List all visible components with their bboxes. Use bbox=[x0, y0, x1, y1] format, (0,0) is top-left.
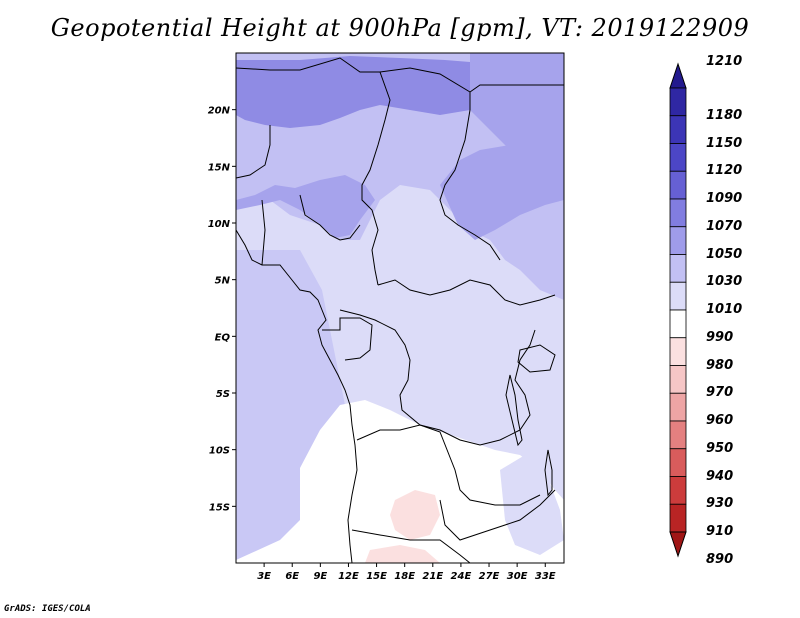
colorbar-segment bbox=[669, 448, 687, 477]
lat-label: 5S bbox=[216, 389, 230, 400]
colorbar-label: 1090 bbox=[706, 191, 743, 206]
lat-label: 15S bbox=[209, 502, 230, 513]
colorbar-label: 1050 bbox=[706, 246, 743, 262]
border-east bbox=[469, 84, 564, 93]
colorbar-label: 1180 bbox=[706, 107, 743, 123]
colorbar-label: 960 bbox=[706, 413, 734, 428]
colorbar-label: 1070 bbox=[706, 218, 743, 234]
colorbar-label: 1030 bbox=[706, 274, 743, 290]
colorbar-segment bbox=[669, 226, 687, 255]
lon-label: 21E bbox=[422, 571, 443, 582]
colorbar-label: 990 bbox=[706, 329, 734, 345]
colorbar-label: 1150 bbox=[706, 135, 743, 151]
band-1050 bbox=[236, 53, 564, 238]
border-north-1 bbox=[236, 57, 471, 110]
lon-label: 9E bbox=[313, 571, 327, 582]
band-1010-patch bbox=[500, 455, 564, 555]
lat-axis: 20N 15N 10N 5N EQ 5S 10S 15S bbox=[208, 106, 236, 513]
border-drc-north bbox=[339, 309, 536, 446]
colorbar-segment bbox=[669, 254, 687, 283]
colorbar-segment bbox=[669, 198, 687, 228]
colorbar-segment bbox=[669, 392, 687, 422]
lon-label: 30E bbox=[507, 571, 528, 582]
colorbar-label: 910 bbox=[706, 524, 734, 539]
lon-axis: 3E 6E 9E 12E 15E 18E 21E 24E 27E 30E 33E bbox=[257, 563, 556, 582]
colorbar-segment bbox=[669, 281, 687, 311]
colorbar-segment bbox=[669, 476, 687, 505]
height-field bbox=[236, 53, 564, 563]
colorbar-label: 890 bbox=[706, 551, 734, 567]
border-nigeria bbox=[261, 194, 361, 266]
coastline-west bbox=[236, 229, 358, 563]
colorbar-segment bbox=[669, 420, 687, 450]
border-north-2 bbox=[236, 125, 271, 179]
border-angola-south bbox=[351, 529, 471, 563]
border-chad-sudan bbox=[439, 109, 501, 261]
border-angola bbox=[356, 424, 541, 506]
colorbar-segment bbox=[669, 337, 687, 366]
lon-label: 15E bbox=[366, 571, 387, 582]
lat-label: 20N bbox=[208, 106, 231, 117]
colorbar-bottom-triangle bbox=[669, 531, 687, 558]
colorbar-segment bbox=[669, 170, 687, 200]
border-niger-chad bbox=[361, 71, 391, 286]
colorbar bbox=[669, 62, 687, 558]
colorbar-segment bbox=[669, 143, 687, 172]
colorbar-label: 1010 bbox=[706, 302, 743, 317]
band-990 bbox=[236, 400, 564, 563]
lat-label: EQ bbox=[215, 332, 231, 343]
credit-label: GrADS: IGES/COLA bbox=[4, 604, 91, 614]
map-title: Geopotential Height at 900hPa [gpm], VT:… bbox=[50, 14, 750, 42]
colorbar-label: 1210 bbox=[706, 53, 743, 69]
band-1050-east bbox=[440, 145, 564, 240]
lon-label: 6E bbox=[285, 571, 299, 582]
lake-victoria bbox=[517, 344, 556, 373]
colorbar-label: 970 bbox=[706, 385, 734, 401]
lon-label: 18E bbox=[394, 571, 415, 582]
colorbar-segment bbox=[669, 365, 687, 394]
lat-label: 5N bbox=[215, 276, 231, 287]
colorbar-label: 930 bbox=[706, 496, 734, 512]
colorbar-segment bbox=[669, 503, 687, 533]
map-frame bbox=[235, 52, 565, 564]
lat-label: 10S bbox=[209, 446, 230, 457]
lon-label: 24E bbox=[451, 571, 472, 582]
boundaries bbox=[236, 57, 564, 563]
lon-label: 3E bbox=[257, 571, 271, 582]
lat-label: 10N bbox=[208, 219, 231, 230]
band-980-a bbox=[390, 490, 440, 540]
lon-label: 12E bbox=[338, 571, 359, 582]
colorbar-segment bbox=[669, 87, 687, 117]
colorbar-label: 980 bbox=[706, 357, 734, 373]
colorbar-top-triangle bbox=[669, 62, 687, 89]
band-1070 bbox=[236, 56, 470, 128]
lat-label: 15N bbox=[208, 162, 231, 173]
band-980-b bbox=[365, 545, 440, 563]
border-car bbox=[377, 279, 556, 306]
lake-malawi bbox=[544, 449, 553, 497]
lon-label: 33E bbox=[535, 571, 556, 582]
lon-label: 27E bbox=[479, 571, 500, 582]
lake-tanganyika bbox=[505, 374, 523, 447]
border-gabon bbox=[322, 317, 373, 361]
colorbar-label: 1120 bbox=[706, 163, 743, 179]
colorbar-label: 950 bbox=[706, 440, 734, 456]
border-zambia bbox=[439, 489, 556, 541]
colorbar-segment bbox=[669, 309, 687, 339]
colorbar-segment bbox=[669, 115, 687, 144]
colorbar-label: 940 bbox=[706, 468, 734, 484]
